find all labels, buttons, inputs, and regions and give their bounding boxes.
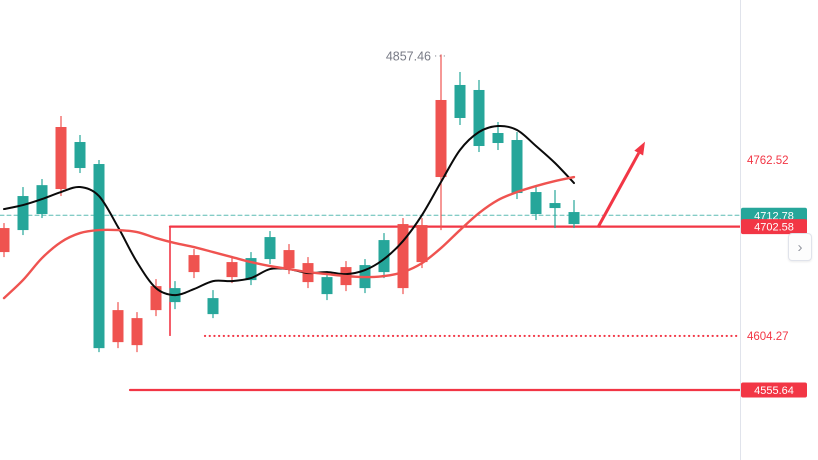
candle-body (93, 164, 105, 349)
candle (416, 218, 428, 269)
axis-price-badge: 4702.58 (741, 219, 807, 235)
axis-collapse-button[interactable]: › (788, 233, 812, 261)
ma-slow-red (2, 175, 576, 300)
candle (511, 132, 523, 200)
candle-body (131, 318, 143, 346)
candle-body (530, 192, 542, 215)
candle (264, 231, 276, 265)
candle (549, 190, 561, 229)
candle-body (55, 127, 67, 190)
candle-body (17, 196, 29, 231)
candle-body (397, 224, 409, 289)
candle (93, 160, 105, 353)
candle-body (511, 140, 523, 194)
candle (131, 312, 143, 353)
axis-price-badge-bg (741, 382, 807, 398)
candle-body (207, 298, 219, 315)
candle (530, 186, 542, 221)
candle-body (549, 203, 561, 209)
candle-body (492, 133, 504, 144)
candle-body (188, 255, 200, 273)
trend-arrow-shaft (596, 152, 641, 229)
candle (378, 233, 390, 279)
candle-body (473, 89, 485, 147)
candle-body (435, 99, 447, 178)
candle-body (454, 84, 466, 118)
candles-series (0, 54, 580, 353)
candle-body (568, 212, 580, 225)
axis-price-badge: 4555.64 (741, 382, 807, 398)
price-levels (0, 214, 742, 392)
candle (150, 279, 162, 317)
axis-price-label: 4604.27 (747, 331, 789, 343)
candle-body (264, 237, 276, 260)
candle-body (74, 142, 86, 169)
candle-body (283, 250, 295, 269)
axis-price-badge-text: 4702.58 (754, 222, 794, 234)
candle (245, 252, 257, 286)
candle (55, 115, 67, 197)
axis-price-badge-bg (741, 219, 807, 235)
candle (226, 256, 238, 284)
candle-body (226, 262, 238, 278)
axis-price-badge-bg (741, 207, 807, 223)
candle (112, 302, 124, 349)
candle-body (321, 277, 333, 295)
high-price-label: 4857.46 (386, 49, 431, 63)
candle (321, 271, 333, 301)
trend-arrow[interactable] (596, 141, 645, 229)
candle-body (378, 240, 390, 273)
candle (0, 223, 10, 258)
candle (568, 200, 580, 229)
chevron-right-icon: › (797, 238, 803, 256)
candle-body (245, 258, 257, 281)
candle (397, 218, 409, 295)
candle (188, 249, 200, 279)
candle-body (112, 310, 124, 343)
candle (17, 187, 29, 236)
candle (207, 290, 219, 319)
trend-arrow-head (634, 141, 645, 156)
candle (473, 79, 485, 153)
candle-body (0, 228, 10, 253)
candle (454, 71, 466, 126)
candle-body (150, 286, 162, 311)
axis-price-label: 4762.52 (747, 155, 789, 167)
high-price-leader-dots: ··· (434, 50, 447, 61)
candle (435, 54, 447, 231)
candle-body (416, 225, 428, 263)
candle (74, 135, 86, 174)
axis-price-badge-text: 4555.64 (754, 385, 794, 397)
